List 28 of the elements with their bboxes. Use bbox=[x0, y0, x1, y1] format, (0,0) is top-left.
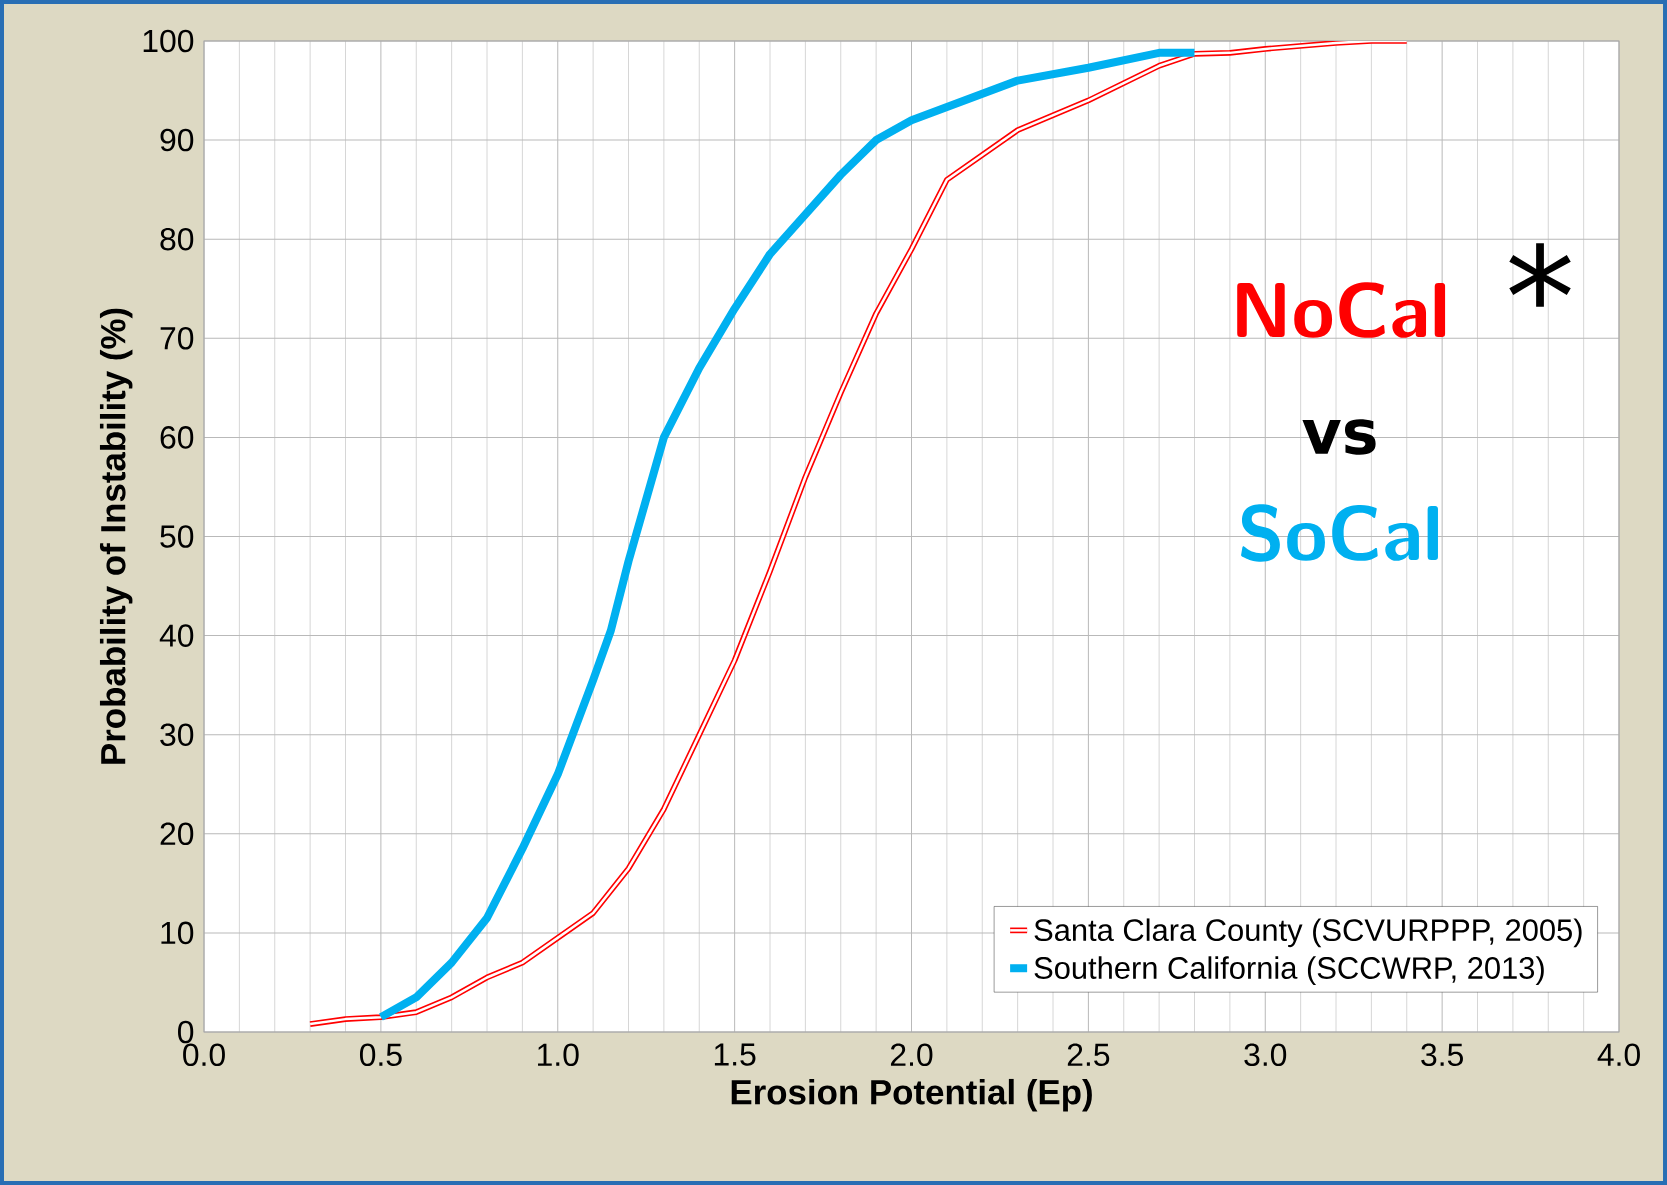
x-tick-label: 0.0 bbox=[183, 1043, 225, 1067]
y-tick-label: 70 bbox=[160, 327, 194, 350]
y-tick-label: 90 bbox=[160, 128, 194, 152]
x-tick-label: 3.0 bbox=[1244, 1043, 1287, 1067]
x-tick-label: 0.5 bbox=[359, 1043, 402, 1067]
x-tick-label: 3.5 bbox=[1421, 1043, 1463, 1067]
y-tick-label: 60 bbox=[160, 426, 194, 449]
y-tick-label: 50 bbox=[160, 525, 194, 548]
x-tick-label: 1.5 bbox=[714, 1043, 756, 1066]
y-tick-label: 20 bbox=[160, 822, 194, 846]
y-axis-title: Probability of Instability (%) bbox=[99, 308, 133, 764]
x-axis-title: Erosion Potential (Ep) bbox=[731, 1078, 1092, 1112]
x-tick-label: 4.0 bbox=[1597, 1043, 1640, 1067]
legend-label: Southern California (SCCWRP, 2013) bbox=[1034, 956, 1544, 986]
annotation: vs bbox=[1302, 419, 1376, 455]
y-tick-label: 100 bbox=[143, 29, 194, 53]
x-tick-label: 2.5 bbox=[1067, 1043, 1110, 1067]
y-tick-label: 40 bbox=[159, 624, 194, 647]
annotation: * bbox=[1509, 243, 1571, 307]
x-tick-label: 2.0 bbox=[890, 1043, 933, 1067]
y-tick-label: 10 bbox=[161, 921, 194, 945]
annotation: NoCal bbox=[1237, 282, 1446, 338]
annotation: SoCal bbox=[1241, 504, 1438, 562]
x-tick-label: 1.0 bbox=[538, 1043, 579, 1067]
y-tick-label: 80 bbox=[160, 227, 194, 251]
y-tick-label: 0 bbox=[178, 1020, 194, 1044]
legend-label: Santa Clara County (SCVURPPP, 2005) bbox=[1034, 918, 1582, 948]
y-tick-label: 30 bbox=[160, 723, 194, 746]
